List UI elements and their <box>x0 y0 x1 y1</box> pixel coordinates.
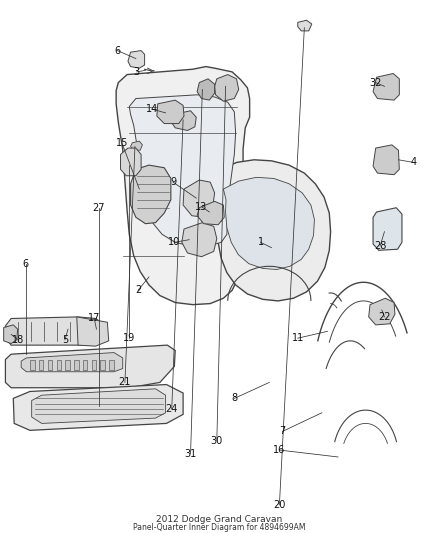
Polygon shape <box>30 359 35 370</box>
Polygon shape <box>57 359 61 370</box>
Text: 13: 13 <box>195 201 208 212</box>
Polygon shape <box>39 359 43 370</box>
Text: 2: 2 <box>135 285 141 295</box>
Polygon shape <box>182 223 217 257</box>
Text: 19: 19 <box>123 333 135 343</box>
Polygon shape <box>5 317 105 345</box>
Text: 2012 Dodge Grand Caravan: 2012 Dodge Grand Caravan <box>156 515 282 524</box>
Polygon shape <box>215 75 239 101</box>
Polygon shape <box>131 165 171 224</box>
Polygon shape <box>83 359 87 370</box>
Text: 24: 24 <box>166 404 178 414</box>
Text: 31: 31 <box>184 449 197 459</box>
Polygon shape <box>183 180 215 217</box>
Polygon shape <box>65 359 70 370</box>
Polygon shape <box>197 201 224 225</box>
Polygon shape <box>197 79 215 100</box>
Polygon shape <box>100 359 105 370</box>
Polygon shape <box>74 359 78 370</box>
Text: 1: 1 <box>258 237 264 247</box>
Polygon shape <box>32 389 166 423</box>
Polygon shape <box>206 160 331 301</box>
Polygon shape <box>13 384 183 430</box>
Text: 20: 20 <box>273 500 286 510</box>
Text: 32: 32 <box>370 78 382 87</box>
Polygon shape <box>131 141 142 150</box>
Text: 30: 30 <box>211 436 223 446</box>
Text: 21: 21 <box>119 377 131 387</box>
Text: 16: 16 <box>273 445 286 455</box>
Text: 7: 7 <box>279 426 286 437</box>
Text: 27: 27 <box>92 203 105 213</box>
Text: 22: 22 <box>378 312 391 322</box>
Text: 28: 28 <box>374 241 386 251</box>
Polygon shape <box>373 74 399 100</box>
Polygon shape <box>48 359 52 370</box>
Polygon shape <box>223 177 314 270</box>
Polygon shape <box>129 95 236 246</box>
Text: 17: 17 <box>88 313 100 324</box>
Text: 14: 14 <box>146 104 159 114</box>
Polygon shape <box>373 208 402 251</box>
Polygon shape <box>171 111 196 131</box>
Polygon shape <box>109 359 113 370</box>
Polygon shape <box>4 325 18 344</box>
Polygon shape <box>92 359 96 370</box>
Text: Panel-Quarter Inner Diagram for 4894699AM: Panel-Quarter Inner Diagram for 4894699A… <box>133 523 305 532</box>
Text: 6: 6 <box>114 46 120 55</box>
Text: 4: 4 <box>411 157 417 167</box>
Text: 3: 3 <box>134 67 140 77</box>
Polygon shape <box>157 100 184 124</box>
Text: 8: 8 <box>231 393 237 403</box>
Polygon shape <box>298 20 312 31</box>
Polygon shape <box>21 353 123 372</box>
Text: 9: 9 <box>170 177 176 187</box>
Text: 18: 18 <box>12 335 25 345</box>
Polygon shape <box>120 148 141 176</box>
Text: 11: 11 <box>292 333 304 343</box>
Polygon shape <box>5 345 175 387</box>
Text: 6: 6 <box>22 259 28 269</box>
Text: 10: 10 <box>168 237 180 247</box>
Text: 5: 5 <box>62 335 68 345</box>
Polygon shape <box>373 145 399 175</box>
Polygon shape <box>77 317 109 346</box>
Polygon shape <box>369 298 395 325</box>
Text: 15: 15 <box>116 138 128 148</box>
Polygon shape <box>116 67 250 305</box>
Polygon shape <box>128 51 145 68</box>
